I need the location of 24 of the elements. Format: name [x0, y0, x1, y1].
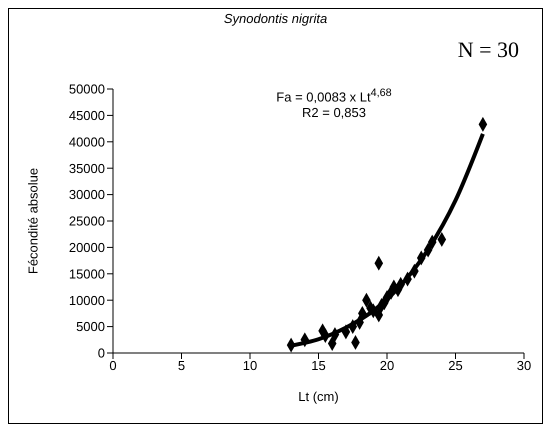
x-tick-label: 10	[242, 358, 258, 374]
y-axis-title: Fécondité absolue	[26, 168, 41, 274]
y-tick-label: 20000	[68, 240, 105, 256]
y-tick-label: 25000	[68, 214, 105, 229]
x-tick-label: 0	[109, 358, 117, 374]
y-tick-label: 5000	[76, 319, 105, 334]
y-tick-label: 30000	[68, 187, 105, 202]
chart-title: Synodontis nigrita	[222, 11, 328, 26]
y-tick-label: 15000	[68, 266, 105, 282]
annotation: R2 = 0,853	[301, 105, 367, 120]
x-tick-label: 5	[178, 358, 186, 374]
y-tick-label: 45000	[68, 108, 105, 124]
y-tick-label: 50000	[68, 82, 105, 97]
x-axis-title: Lt (cm)	[298, 389, 339, 404]
x-tick-label: 15	[311, 358, 326, 374]
text: N = 30	[456, 37, 519, 63]
annotation: Fa = 0,0083 x Lt$^{4,68}$	[275, 87, 393, 104]
x-tick-label: 20	[380, 358, 394, 374]
y-tick-label: 0	[98, 346, 105, 361]
y-tick-label: 35000	[68, 160, 105, 176]
y-tick-label: 10000	[68, 292, 105, 308]
y-tick-label: 40000	[68, 134, 105, 150]
x-tick-label: 25	[448, 358, 463, 374]
x-tick-label: 30	[516, 358, 532, 374]
